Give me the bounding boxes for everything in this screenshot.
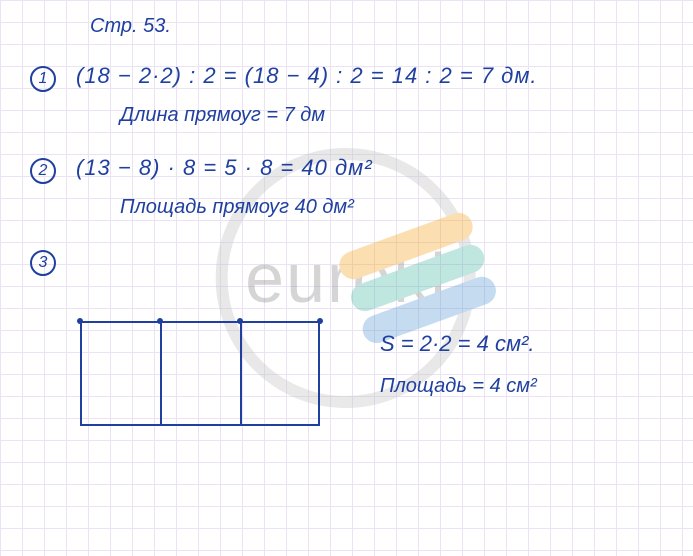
- rect-divider-1: [160, 321, 162, 426]
- problem-number-2: 2: [30, 158, 56, 184]
- dot-t1: [157, 318, 163, 324]
- rectangle-sketch: [80, 321, 320, 426]
- dot-tl: [77, 318, 83, 324]
- problem-3-body: S = 2·2 = 4 см². Площадь = 4 см²: [30, 296, 663, 426]
- page-content: Стр. 53. 1 (18 − 2·2) : 2 = (18 − 4) : 2…: [0, 0, 693, 441]
- problem-3-text: S = 2·2 = 4 см². Площадь = 4 см²: [380, 331, 537, 398]
- problem-2: 2 (13 − 8) · 8 = 5 · 8 = 40 дм²: [30, 155, 663, 184]
- problem-number-3: 3: [30, 250, 56, 276]
- problem-1: 1 (18 − 2·2) : 2 = (18 − 4) : 2 = 14 : 2…: [30, 63, 663, 92]
- rect-outer-border: [80, 321, 320, 426]
- problem-2-answer: Площадь прямоуг 40 дм²: [120, 196, 663, 219]
- page-title: Стр. 53.: [90, 15, 663, 38]
- problem-3: 3: [30, 247, 663, 276]
- dot-tr: [317, 318, 323, 324]
- dot-t2: [237, 318, 243, 324]
- problem-1-equation: (18 − 2·2) : 2 = (18 − 4) : 2 = 14 : 2 =…: [76, 63, 538, 89]
- problem-number-1: 1: [30, 66, 56, 92]
- problem-3-equation: S = 2·2 = 4 см².: [380, 331, 537, 357]
- problem-1-answer: Длина прямоуг = 7 дм: [120, 104, 663, 127]
- problem-3-answer: Площадь = 4 см²: [380, 375, 537, 398]
- rect-divider-2: [240, 321, 242, 426]
- problem-2-equation: (13 − 8) · 8 = 5 · 8 = 40 дм²: [76, 155, 373, 181]
